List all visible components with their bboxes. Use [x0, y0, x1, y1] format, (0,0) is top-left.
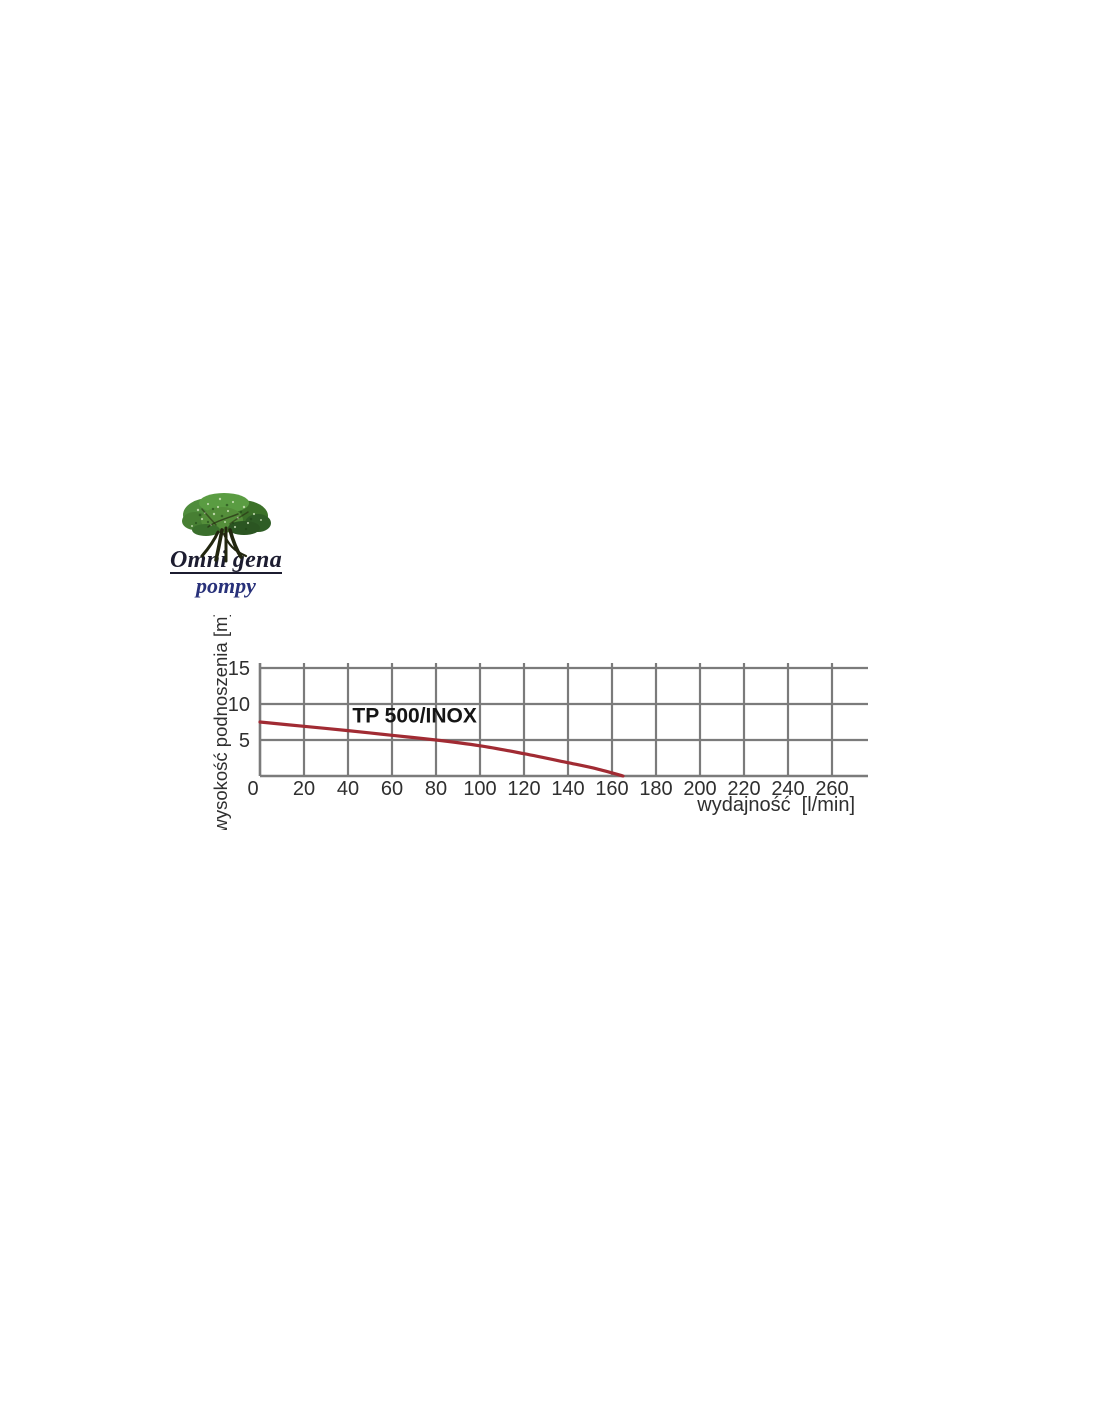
y-tick-label: 10	[228, 694, 250, 716]
x-tick-label: 140	[551, 778, 584, 800]
x-tick-label: 80	[425, 778, 447, 800]
logo-word-gena: gena	[232, 547, 282, 573]
pump-curve	[258, 720, 625, 778]
x-tick-label: 60	[381, 778, 403, 800]
series-label: TP 500/INOX	[352, 705, 477, 728]
x-tick-label: 200	[683, 778, 716, 800]
y-tick-label: 5	[239, 730, 250, 752]
y-axis-label: wysokość podnoszenia [m]	[210, 615, 231, 830]
logo-underline	[170, 572, 282, 574]
logo-subtitle: pompy	[196, 573, 256, 598]
y-tick-label: 15	[228, 658, 250, 680]
x-tick-label: 20	[293, 778, 315, 800]
x-tick-label: 180	[639, 778, 672, 800]
x-tick-label: 240	[771, 778, 804, 800]
x-tick-label: 0	[247, 778, 258, 800]
pump-curve-plot: 0 20 40 60 80 100 120 140 160 180 200 220 240 260 5 10 1…	[210, 611, 868, 834]
x-axis-label: wydajność [l/min]	[696, 794, 855, 816]
x-tick-label: 40	[337, 778, 359, 800]
logo-wordmark: Omni gena	[170, 548, 282, 572]
x-tick-label: 160	[595, 778, 628, 800]
x-tick-label: 120	[507, 778, 540, 800]
x-tick-label: 100	[463, 778, 496, 800]
pump-performance-chart: 0 20 40 60 80 100 120 140 160 180 200 220 240 260 5 10 1…	[205, 611, 885, 834]
tree-icon	[182, 493, 271, 563]
x-tick-label: 220	[727, 778, 760, 800]
x-tick-label: 260	[815, 778, 848, 800]
omnigena-logo: Omni gena pompy	[170, 490, 282, 598]
